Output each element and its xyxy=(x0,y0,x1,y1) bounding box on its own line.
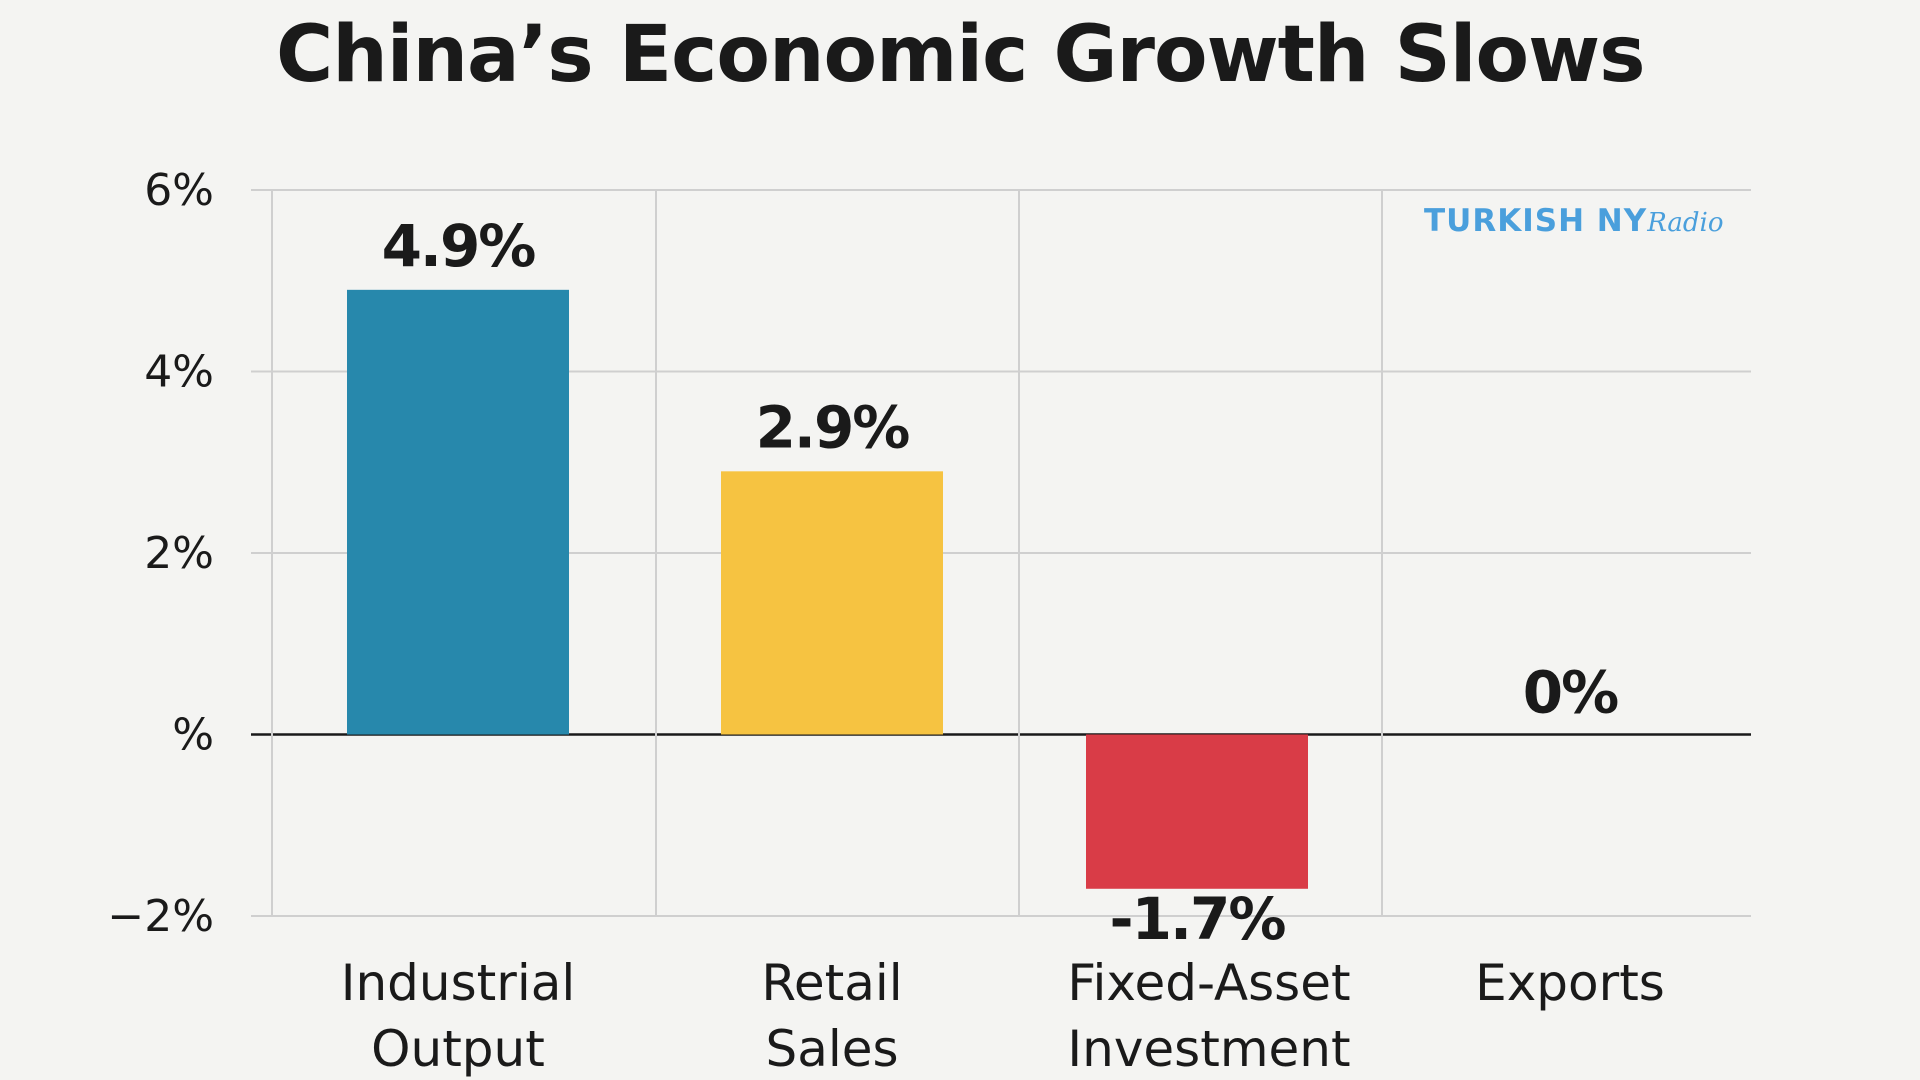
data-label: -1.7% xyxy=(1110,885,1286,953)
data-label: 2.9% xyxy=(756,393,910,461)
bar xyxy=(347,289,569,735)
category-label: Fixed-Asset xyxy=(1067,954,1350,1012)
watermark-main: TURKISH NY xyxy=(1424,203,1648,239)
category-label: Output xyxy=(371,1020,545,1078)
category-label: Industrial xyxy=(341,954,576,1012)
chart-title: China’s Economic Growth Slows xyxy=(276,10,1646,100)
y-tick-label: −2% xyxy=(107,891,214,942)
watermark-script: Radio xyxy=(1647,208,1724,238)
category-label: Sales xyxy=(765,1020,898,1078)
y-tick-label: 4% xyxy=(144,347,214,398)
category-label: Investment xyxy=(1067,1020,1350,1078)
category-label: Retail xyxy=(761,954,902,1012)
category-label: Exports xyxy=(1475,954,1665,1012)
y-tick-label: % xyxy=(172,710,214,761)
data-label: 4.9% xyxy=(382,212,536,280)
y-tick-label: 2% xyxy=(144,528,214,579)
y-tick-label: 6% xyxy=(144,165,214,216)
bar xyxy=(721,471,943,735)
watermark-logo: TURKISH NYRadio xyxy=(1424,203,1724,239)
data-label: 0% xyxy=(1523,659,1618,727)
bar xyxy=(1086,734,1308,889)
